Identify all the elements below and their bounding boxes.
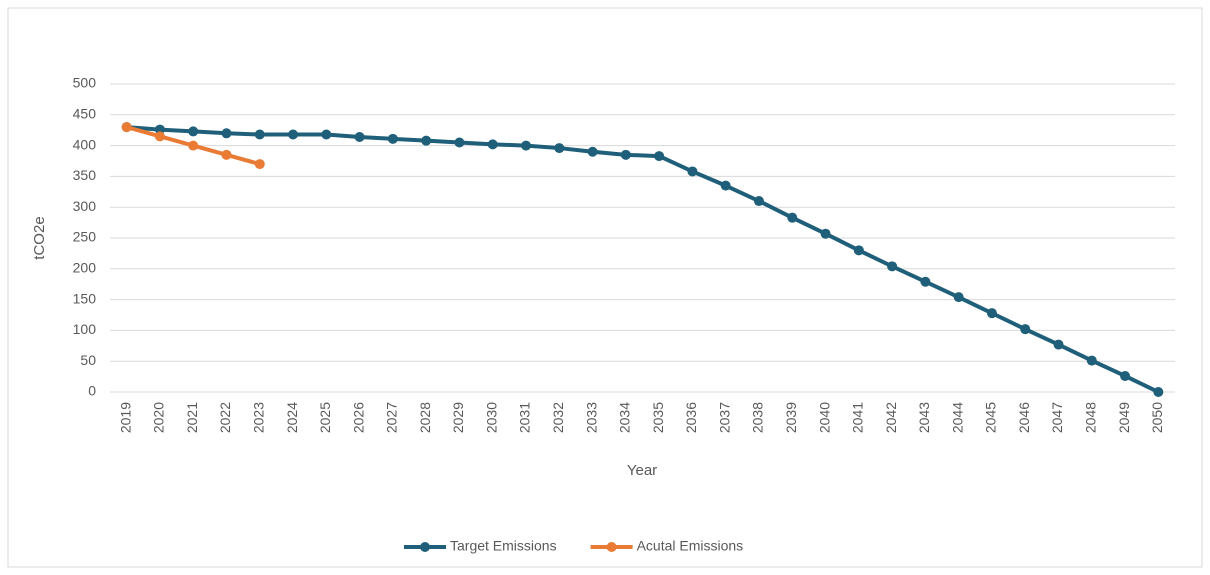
x-tick-label: 2022 [217,402,233,433]
legend-label: Acutal Emissions [637,538,744,554]
data-point [853,245,864,256]
x-tick-label: 2026 [350,402,366,433]
legend-label: Target Emissions [450,538,557,554]
y-tick-label: 450 [73,106,97,122]
data-point [720,180,731,191]
data-point [387,133,398,144]
x-tick-label: 2050 [1149,402,1165,433]
data-point [654,151,665,162]
data-point [687,166,698,177]
x-tick-label: 2020 [151,402,167,433]
data-point [288,129,299,140]
data-point [487,139,498,150]
x-tick-label: 2021 [184,402,200,433]
y-tick-label: 150 [73,290,97,306]
data-point [188,140,199,151]
x-tick-label: 2019 [117,402,133,433]
x-tick-label: 2029 [450,402,466,433]
y-tick-label: 50 [80,352,96,368]
x-tick-label: 2032 [550,402,566,433]
x-tick-label: 2035 [650,402,666,433]
data-point [354,131,365,142]
y-axis-label: tCO2e [31,216,48,259]
data-point [221,128,232,139]
data-point [820,228,831,239]
x-tick-label: 2041 [850,402,866,433]
data-point [1120,370,1131,381]
x-tick-label: 2042 [883,402,899,433]
data-point [254,129,265,140]
data-point [121,122,132,133]
data-point [554,143,565,154]
y-tick-label: 500 [73,75,97,91]
data-point [454,137,465,148]
data-point [587,146,598,157]
y-tick-label: 400 [73,136,97,152]
y-tick-label: 250 [73,229,97,245]
x-tick-label: 2036 [683,402,699,433]
data-point [1053,339,1064,350]
x-tick-label: 2045 [983,402,999,433]
x-axis-label: Year [627,462,657,479]
x-tick-label: 2044 [949,402,965,433]
data-point [521,140,532,151]
data-point [753,196,764,207]
y-tick-label: 0 [88,383,96,399]
legend-marker [420,542,430,552]
data-point [887,261,898,272]
data-point [787,212,798,223]
series-line [126,125,1160,394]
x-tick-label: 2047 [1049,402,1065,433]
data-point [154,131,165,142]
x-tick-label: 2037 [716,402,732,433]
x-tick-label: 2039 [783,402,799,433]
x-tick-label: 2048 [1083,402,1099,433]
x-tick-label: 2028 [417,402,433,433]
chart-frame [7,7,1203,568]
data-point [953,292,964,303]
x-tick-label: 2031 [517,402,533,433]
x-tick-label: 2025 [317,402,333,433]
data-point [920,276,931,287]
y-tick-label: 300 [73,198,97,214]
data-point [188,126,199,137]
x-tick-label: 2049 [1116,402,1132,433]
data-point [421,135,432,146]
data-point [1153,387,1164,397]
data-point [221,149,232,160]
x-tick-label: 2046 [1016,402,1032,433]
data-point [254,159,265,170]
y-tick-label: 200 [73,260,97,276]
data-point [1086,355,1097,366]
x-tick-label: 2030 [483,402,499,433]
data-point [620,149,631,160]
data-point [321,129,332,140]
y-tick-label: 350 [73,167,97,183]
x-tick-label: 2043 [916,402,932,433]
x-tick-label: 2023 [250,402,266,433]
data-point [1020,324,1031,335]
data-point [986,308,997,319]
x-tick-label: 2040 [816,402,832,433]
y-tick-label: 100 [73,321,97,337]
x-tick-label: 2024 [284,402,300,433]
x-tick-label: 2038 [750,402,766,433]
x-tick-label: 2034 [617,402,633,433]
legend-marker [606,542,617,552]
x-tick-label: 2033 [583,402,599,433]
x-tick-label: 2027 [384,402,400,433]
